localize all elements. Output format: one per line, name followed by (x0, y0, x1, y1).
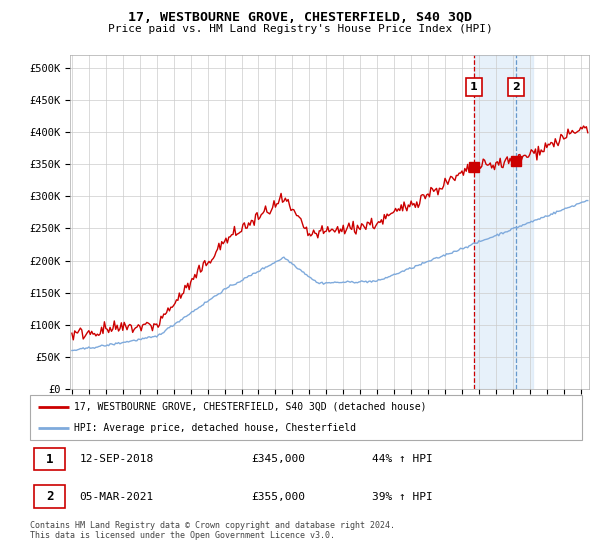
Text: 17, WESTBOURNE GROVE, CHESTERFIELD, S40 3QD: 17, WESTBOURNE GROVE, CHESTERFIELD, S40 … (128, 11, 472, 24)
FancyBboxPatch shape (34, 486, 65, 508)
Text: Contains HM Land Registry data © Crown copyright and database right 2024.
This d: Contains HM Land Registry data © Crown c… (30, 521, 395, 540)
Text: 05-MAR-2021: 05-MAR-2021 (80, 492, 154, 502)
Text: HPI: Average price, detached house, Chesterfield: HPI: Average price, detached house, Ches… (74, 422, 356, 432)
Text: 2: 2 (512, 82, 520, 92)
Text: £355,000: £355,000 (251, 492, 305, 502)
Text: 44% ↑ HPI: 44% ↑ HPI (372, 454, 433, 464)
Text: Price paid vs. HM Land Registry's House Price Index (HPI): Price paid vs. HM Land Registry's House … (107, 24, 493, 34)
Text: £345,000: £345,000 (251, 454, 305, 464)
Text: 17, WESTBOURNE GROVE, CHESTERFIELD, S40 3QD (detached house): 17, WESTBOURNE GROVE, CHESTERFIELD, S40 … (74, 402, 427, 412)
Text: 39% ↑ HPI: 39% ↑ HPI (372, 492, 433, 502)
FancyBboxPatch shape (30, 395, 582, 440)
FancyBboxPatch shape (34, 447, 65, 470)
Text: 12-SEP-2018: 12-SEP-2018 (80, 454, 154, 464)
Text: 1: 1 (46, 452, 53, 465)
Bar (474, 55, 533, 389)
Text: 1: 1 (470, 82, 478, 92)
Text: 2: 2 (46, 491, 53, 503)
